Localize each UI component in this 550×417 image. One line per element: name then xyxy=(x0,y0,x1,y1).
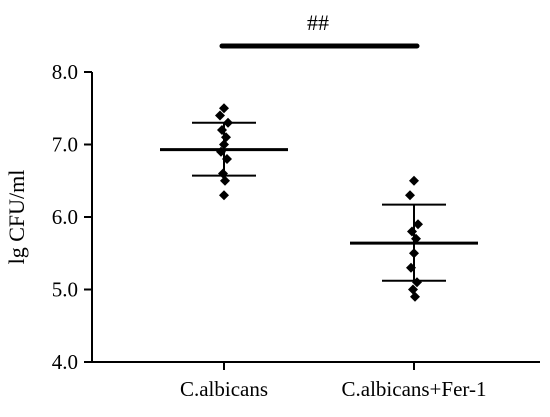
y-tick-label: 8.0 xyxy=(52,60,78,84)
data-point xyxy=(413,219,423,230)
x-axis-ticks: C.albicans C.albicans+Fer-1 xyxy=(180,362,487,401)
data-point xyxy=(221,132,231,143)
data-point xyxy=(219,139,229,150)
group-1 xyxy=(160,103,288,201)
y-tick-label: 6.0 xyxy=(52,205,78,229)
data-point xyxy=(409,175,419,186)
data-point xyxy=(219,190,229,201)
data-point xyxy=(407,226,417,237)
data-point xyxy=(406,262,416,273)
y-axis-ticks: 4.0 5.0 6.0 7.0 8.0 xyxy=(52,60,92,374)
y-tick-label: 4.0 xyxy=(52,350,78,374)
y-axis-title: lg CFU/ml xyxy=(4,170,29,265)
data-point xyxy=(218,168,228,179)
data-point xyxy=(411,233,421,244)
data-groups xyxy=(160,103,478,302)
data-point xyxy=(408,284,418,295)
significance-label: ## xyxy=(307,10,329,35)
data-point xyxy=(405,190,415,201)
group-2 xyxy=(350,175,478,302)
x-category-label: C.albicans+Fer-1 xyxy=(342,377,487,401)
data-point xyxy=(222,154,232,164)
data-point xyxy=(219,103,229,114)
data-point xyxy=(412,277,422,288)
y-tick-label: 7.0 xyxy=(52,133,78,157)
x-category-label: C.albicans xyxy=(180,377,268,401)
data-point xyxy=(220,175,230,186)
data-point xyxy=(217,125,227,135)
y-tick-label: 5.0 xyxy=(52,278,78,302)
data-point xyxy=(223,117,233,128)
data-point xyxy=(409,248,419,259)
data-point xyxy=(216,146,226,157)
data-point xyxy=(215,110,225,121)
data-point xyxy=(410,291,420,302)
